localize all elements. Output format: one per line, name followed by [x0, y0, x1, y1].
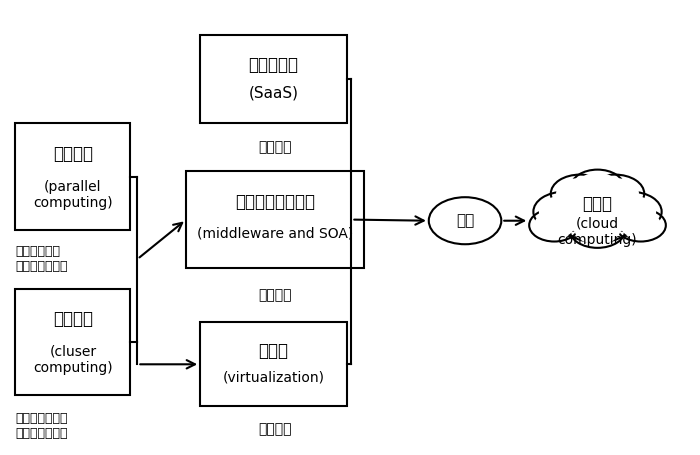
Text: 多进程处理，
提高计算加速比: 多进程处理， 提高计算加速比 — [15, 245, 68, 273]
Text: 软件即服务: 软件即服务 — [248, 56, 298, 74]
Text: 融合: 融合 — [456, 213, 474, 228]
FancyBboxPatch shape — [186, 171, 364, 268]
Circle shape — [620, 212, 662, 238]
Text: 应用服务: 应用服务 — [258, 288, 292, 302]
Text: 基础设施: 基础设施 — [258, 422, 292, 436]
Circle shape — [601, 192, 662, 232]
Circle shape — [606, 195, 656, 228]
Text: 整合硬件资源，
提高资源利用率: 整合硬件资源， 提高资源利用率 — [15, 413, 68, 440]
Circle shape — [615, 209, 666, 242]
FancyBboxPatch shape — [15, 123, 130, 230]
Circle shape — [586, 175, 644, 212]
Circle shape — [576, 173, 620, 201]
Circle shape — [570, 212, 625, 248]
Circle shape — [575, 215, 620, 245]
Text: (middleware and SOA): (middleware and SOA) — [197, 226, 354, 240]
Text: (cluser
computing): (cluser computing) — [33, 345, 113, 375]
Text: 使用方式: 使用方式 — [258, 140, 292, 154]
Circle shape — [533, 192, 595, 232]
Circle shape — [539, 195, 589, 228]
FancyBboxPatch shape — [15, 288, 130, 395]
Text: (virtualization): (virtualization) — [223, 371, 324, 385]
Circle shape — [551, 175, 610, 212]
Text: 云计算: 云计算 — [582, 195, 612, 212]
Circle shape — [533, 212, 575, 238]
Circle shape — [564, 195, 631, 238]
Circle shape — [556, 178, 604, 209]
Text: 虚拟化: 虚拟化 — [258, 342, 288, 360]
Circle shape — [557, 190, 638, 243]
Circle shape — [591, 178, 639, 209]
FancyBboxPatch shape — [200, 35, 346, 123]
Text: (SaaS): (SaaS) — [248, 86, 298, 101]
Circle shape — [571, 170, 624, 204]
Text: (parallel
computing): (parallel computing) — [33, 180, 113, 210]
Circle shape — [429, 197, 501, 244]
Text: (cloud
computing): (cloud computing) — [558, 217, 637, 247]
FancyBboxPatch shape — [200, 323, 346, 406]
Circle shape — [529, 209, 580, 242]
Text: 集群计算: 集群计算 — [53, 310, 93, 328]
Text: 中间件与服务架构: 中间件与服务架构 — [235, 193, 315, 212]
Text: 并行计算: 并行计算 — [53, 145, 93, 163]
